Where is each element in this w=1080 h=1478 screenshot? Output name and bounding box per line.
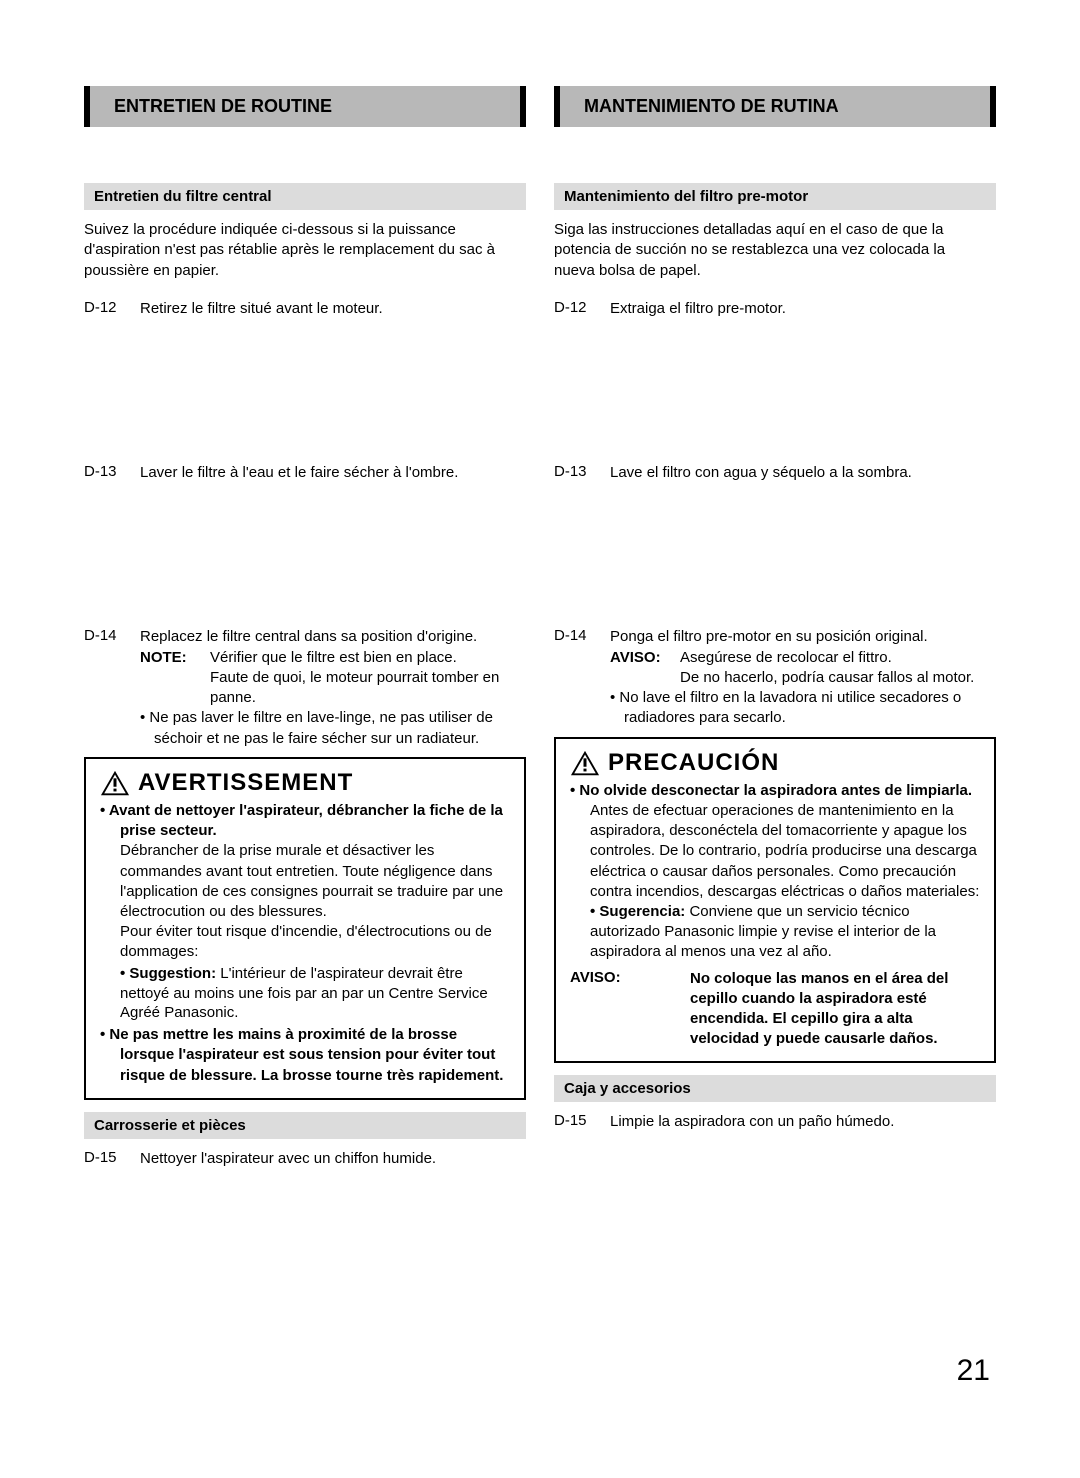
section-body-fr: Carrosserie et pièces: [84, 1112, 526, 1139]
warn-note: AVISO: No coloque las manos en el área d…: [570, 969, 980, 1048]
warn-line: Avant de nettoyer l'aspirateur, débranch…: [109, 802, 503, 839]
note-label: AVISO:: [610, 648, 680, 668]
step-code: D-12: [554, 299, 610, 319]
page-number: 21: [957, 1354, 990, 1388]
step-text: Limpie la aspiradora con un paño húmedo.: [610, 1112, 996, 1132]
warn-suggestion: • Suggestion: L'intérieur de l'aspirateu…: [100, 964, 510, 1023]
step-text: Laver le filtre à l'eau et le faire séch…: [140, 463, 526, 483]
step-text: Nettoyer l'aspirateur avec un chiffon hu…: [140, 1149, 526, 1169]
step-d15-es: D-15 Limpie la aspiradora con un paño hú…: [554, 1112, 996, 1132]
step-text: Retirez le filtre situé avant le moteur.: [140, 299, 526, 319]
header-spanish: MANTENIMIENTO DE RUTINA: [554, 86, 996, 127]
warn-suggestion: • Sugerencia: Conviene que un servicio t…: [570, 902, 980, 961]
note-text: De no hacerlo, podría causar fallos al m…: [610, 668, 996, 688]
warning-icon: [100, 769, 130, 797]
warning-title: AVERTISSEMENT: [100, 769, 510, 797]
step-d12-fr: D-12 Retirez le filtre situé avant le mo…: [84, 299, 526, 319]
step-d12-es: D-12 Extraiga el filtro pre-motor.: [554, 299, 996, 319]
note-text: Vérifier que le filtre est bien en place…: [210, 648, 457, 668]
bullet: Ne pas laver le filtre en lave-linge, ne…: [140, 708, 526, 749]
column-spanish: MANTENIMIENTO DE RUTINA Mantenimiento de…: [554, 86, 996, 1177]
step-code: D-14: [84, 627, 140, 749]
warn-bullet: No olvide desconectar la aspiradora ante…: [570, 781, 980, 903]
step-d14-fr: D-14 Replacez le filtre central dans sa …: [84, 627, 526, 749]
warn-bullet: Avant de nettoyer l'aspirateur, débranch…: [100, 801, 510, 923]
step-code: D-15: [84, 1149, 140, 1169]
intro-fr: Suivez la procédure indiquée ci-dessous …: [84, 220, 526, 281]
step-d14-es: D-14 Ponga el filtro pre-motor en su pos…: [554, 627, 996, 728]
step-code: D-13: [84, 463, 140, 483]
note-text: Faute de quoi, le moteur pourrait tomber…: [140, 668, 526, 709]
step-text: Extraiga el filtro pre-motor.: [610, 299, 996, 319]
step-text: Lave el filtro con agua y séquelo a la s…: [610, 463, 996, 483]
warn-sug-label: • Sugerencia:: [590, 903, 685, 920]
warning-icon: [570, 749, 600, 777]
step-code: D-13: [554, 463, 610, 483]
intro-es: Siga las instrucciones detalladas aquí e…: [554, 220, 996, 281]
warning-title-text: PRECAUCIÓN: [608, 749, 779, 777]
warning-box-fr: AVERTISSEMENT Avant de nettoyer l'aspira…: [84, 757, 526, 1100]
bullet: No lave el filtro en la lavadora ni util…: [610, 688, 996, 729]
step-text: Ponga el filtro pre-motor en su posición…: [610, 627, 996, 728]
step-d13-fr: D-13 Laver le filtre à l'eau et le faire…: [84, 463, 526, 483]
section-filter-fr: Entretien du filtre central: [84, 183, 526, 210]
warning-body: No olvide desconectar la aspiradora ante…: [570, 781, 980, 1049]
step-code: D-12: [84, 299, 140, 319]
warn-line: No olvide desconectar la aspiradora ante…: [579, 782, 972, 799]
warning-title: PRECAUCIÓN: [570, 749, 980, 777]
warning-box-es: PRECAUCIÓN No olvide desconectar la aspi…: [554, 737, 996, 1063]
section-filter-es: Mantenimiento del filtro pre-motor: [554, 183, 996, 210]
warning-body: Avant de nettoyer l'aspirateur, débranch…: [100, 801, 510, 1086]
step-d15-fr: D-15 Nettoyer l'aspirateur avec un chiff…: [84, 1149, 526, 1169]
warn-note-label: AVISO:: [570, 969, 690, 1048]
column-french: ENTRETIEN DE ROUTINE Entretien du filtre…: [84, 86, 526, 1177]
warn-note-text: No coloque las manos en el área del cepi…: [690, 969, 980, 1048]
step-line: Replacez le filtre central dans sa posit…: [140, 627, 526, 647]
note-text: Asegúrese de recolocar el fittro.: [680, 648, 892, 668]
step-code: D-15: [554, 1112, 610, 1132]
step-d13-es: D-13 Lave el filtro con agua y séquelo a…: [554, 463, 996, 483]
warning-title-text: AVERTISSEMENT: [138, 769, 353, 797]
warn-line: Débrancher de la prise murale et désacti…: [120, 842, 503, 920]
header-french: ENTRETIEN DE ROUTINE: [84, 86, 526, 127]
step-line: Ponga el filtro pre-motor en su posición…: [610, 627, 996, 647]
step-code: D-14: [554, 627, 610, 728]
warn-line: Pour éviter tout risque d'incendie, d'él…: [100, 922, 510, 962]
section-body-es: Caja y accesorios: [554, 1075, 996, 1102]
warn-bullet: Ne pas mettre les mains à proximité de l…: [100, 1025, 510, 1086]
warn-sug-label: • Suggestion:: [120, 965, 216, 982]
warn-line: Antes de efectuar operaciones de manteni…: [590, 802, 979, 900]
step-text: Replacez le filtre central dans sa posit…: [140, 627, 526, 749]
note-label: NOTE:: [140, 648, 210, 668]
